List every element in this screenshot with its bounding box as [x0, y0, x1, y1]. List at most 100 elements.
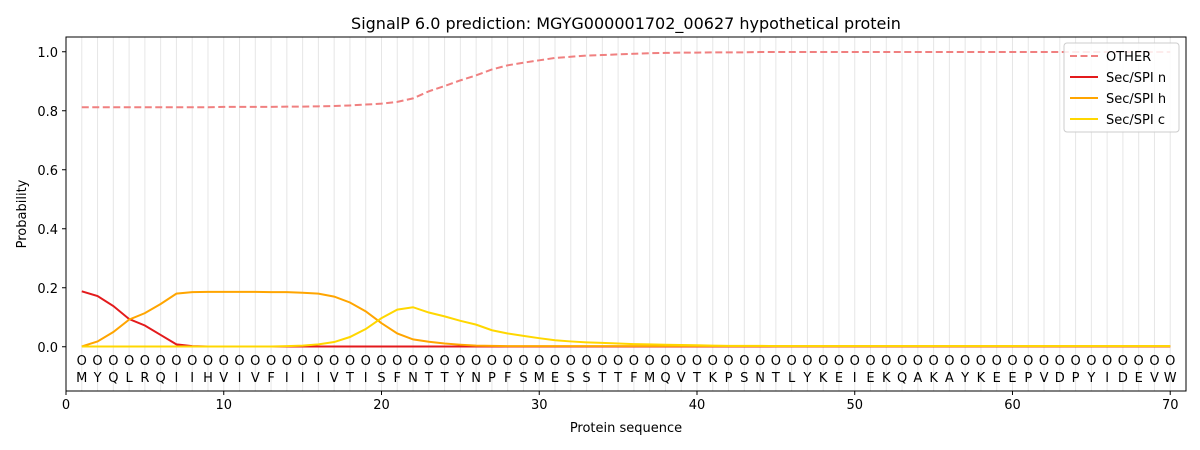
region-label: O	[881, 354, 891, 369]
residue-label: Q	[156, 371, 166, 386]
region-label: O	[802, 354, 812, 369]
residue-label: I	[301, 371, 305, 386]
residue-label: T	[440, 371, 449, 386]
residue-label: S	[519, 371, 527, 386]
residue-label: K	[882, 371, 891, 386]
sequence-labels: OMOYOQOLOROQOIOIOHOVOIOVOFOIOIOIOVOTOIOS…	[76, 354, 1177, 386]
series-line-sec-spi-c	[81, 306, 1171, 348]
region-label: O	[455, 354, 465, 369]
region-label: O	[124, 354, 134, 369]
residue-label: Q	[660, 371, 670, 386]
residue-label: V	[677, 371, 686, 386]
residue-label: T	[345, 371, 354, 386]
residue-label: F	[630, 371, 637, 386]
residue-label: W	[1164, 371, 1177, 386]
region-label: O	[629, 354, 639, 369]
region-label: O	[234, 354, 244, 369]
region-label: O	[140, 354, 150, 369]
residue-label: S	[567, 371, 575, 386]
region-label: O	[376, 354, 386, 369]
y-tick-label: 0.0	[37, 341, 58, 356]
region-label: O	[723, 354, 733, 369]
region-label: O	[834, 354, 844, 369]
region-label: O	[313, 354, 323, 369]
region-label: O	[250, 354, 260, 369]
region-label: O	[865, 354, 875, 369]
residue-label: Q	[897, 371, 907, 386]
residue-label: R	[140, 371, 149, 386]
x-tick-label: 40	[689, 398, 706, 413]
region-label: O	[992, 354, 1002, 369]
y-tick-label: 1.0	[37, 46, 58, 61]
region-label: O	[345, 354, 355, 369]
residue-label: E	[551, 371, 559, 386]
residue-label: E	[1135, 371, 1143, 386]
region-label: O	[897, 354, 907, 369]
residue-label: P	[1024, 371, 1032, 386]
y-tick-label: 0.8	[37, 105, 58, 120]
legend: OTHER Sec/SPI n Sec/SPI h Sec/SPI c	[1063, 42, 1180, 133]
series-line-sec-spi-n	[81, 290, 1171, 348]
residue-label: V	[219, 371, 228, 386]
region-label: O	[1007, 354, 1017, 369]
region-label: O	[487, 354, 497, 369]
region-label: O	[1118, 354, 1128, 369]
region-label: O	[1102, 354, 1112, 369]
residue-label: N	[471, 371, 481, 386]
residue-label: I	[285, 371, 289, 386]
series-lines	[81, 51, 1171, 348]
residue-label: T	[613, 371, 622, 386]
region-label: O	[692, 354, 702, 369]
residue-label: E	[1008, 371, 1016, 386]
region-label: O	[503, 354, 513, 369]
region-label: O	[361, 354, 371, 369]
region-label: O	[1023, 354, 1033, 369]
region-label: O	[645, 354, 655, 369]
chart-title: SignalP 6.0 prediction: MGYG000001702_00…	[351, 14, 901, 34]
residue-label: V	[1150, 371, 1159, 386]
residue-label: N	[755, 371, 765, 386]
residue-label: E	[835, 371, 843, 386]
residue-label: M	[644, 371, 655, 386]
region-label: O	[1070, 354, 1080, 369]
series-line-sec-spi-h	[81, 290, 1171, 348]
x-tick-label: 70	[1162, 398, 1179, 413]
residue-label: S	[377, 371, 385, 386]
region-label: O	[960, 354, 970, 369]
residue-label: K	[819, 371, 828, 386]
residue-label: K	[708, 371, 717, 386]
region-label: O	[1086, 354, 1096, 369]
residue-label: I	[175, 371, 179, 386]
region-label: O	[424, 354, 434, 369]
region-label: O	[944, 354, 954, 369]
region-label: O	[1039, 354, 1049, 369]
region-label: O	[581, 354, 591, 369]
residue-label: T	[692, 371, 701, 386]
residue-label: H	[203, 371, 213, 386]
y-axis-label: Probability	[15, 179, 30, 248]
region-label: O	[787, 354, 797, 369]
residue-label: K	[977, 371, 986, 386]
region-label: O	[439, 354, 449, 369]
residue-label: E	[993, 371, 1001, 386]
residue-label: Y	[960, 371, 969, 386]
region-label: O	[755, 354, 765, 369]
region-label: O	[1149, 354, 1159, 369]
region-label: O	[676, 354, 686, 369]
region-label: O	[850, 354, 860, 369]
region-label: O	[92, 354, 102, 369]
region-label: O	[739, 354, 749, 369]
region-label: O	[187, 354, 197, 369]
x-axis-ticks: 0 10 20 30 40 50 60 70	[62, 391, 1179, 413]
region-label: O	[329, 354, 339, 369]
region-label: O	[913, 354, 923, 369]
residue-label: I	[853, 371, 857, 386]
series-line-other	[81, 51, 1171, 109]
y-tick-label: 0.2	[37, 282, 58, 297]
region-label: O	[534, 354, 544, 369]
residue-label: Y	[93, 371, 102, 386]
region-label: O	[171, 354, 181, 369]
region-label: O	[298, 354, 308, 369]
region-label: O	[1134, 354, 1144, 369]
